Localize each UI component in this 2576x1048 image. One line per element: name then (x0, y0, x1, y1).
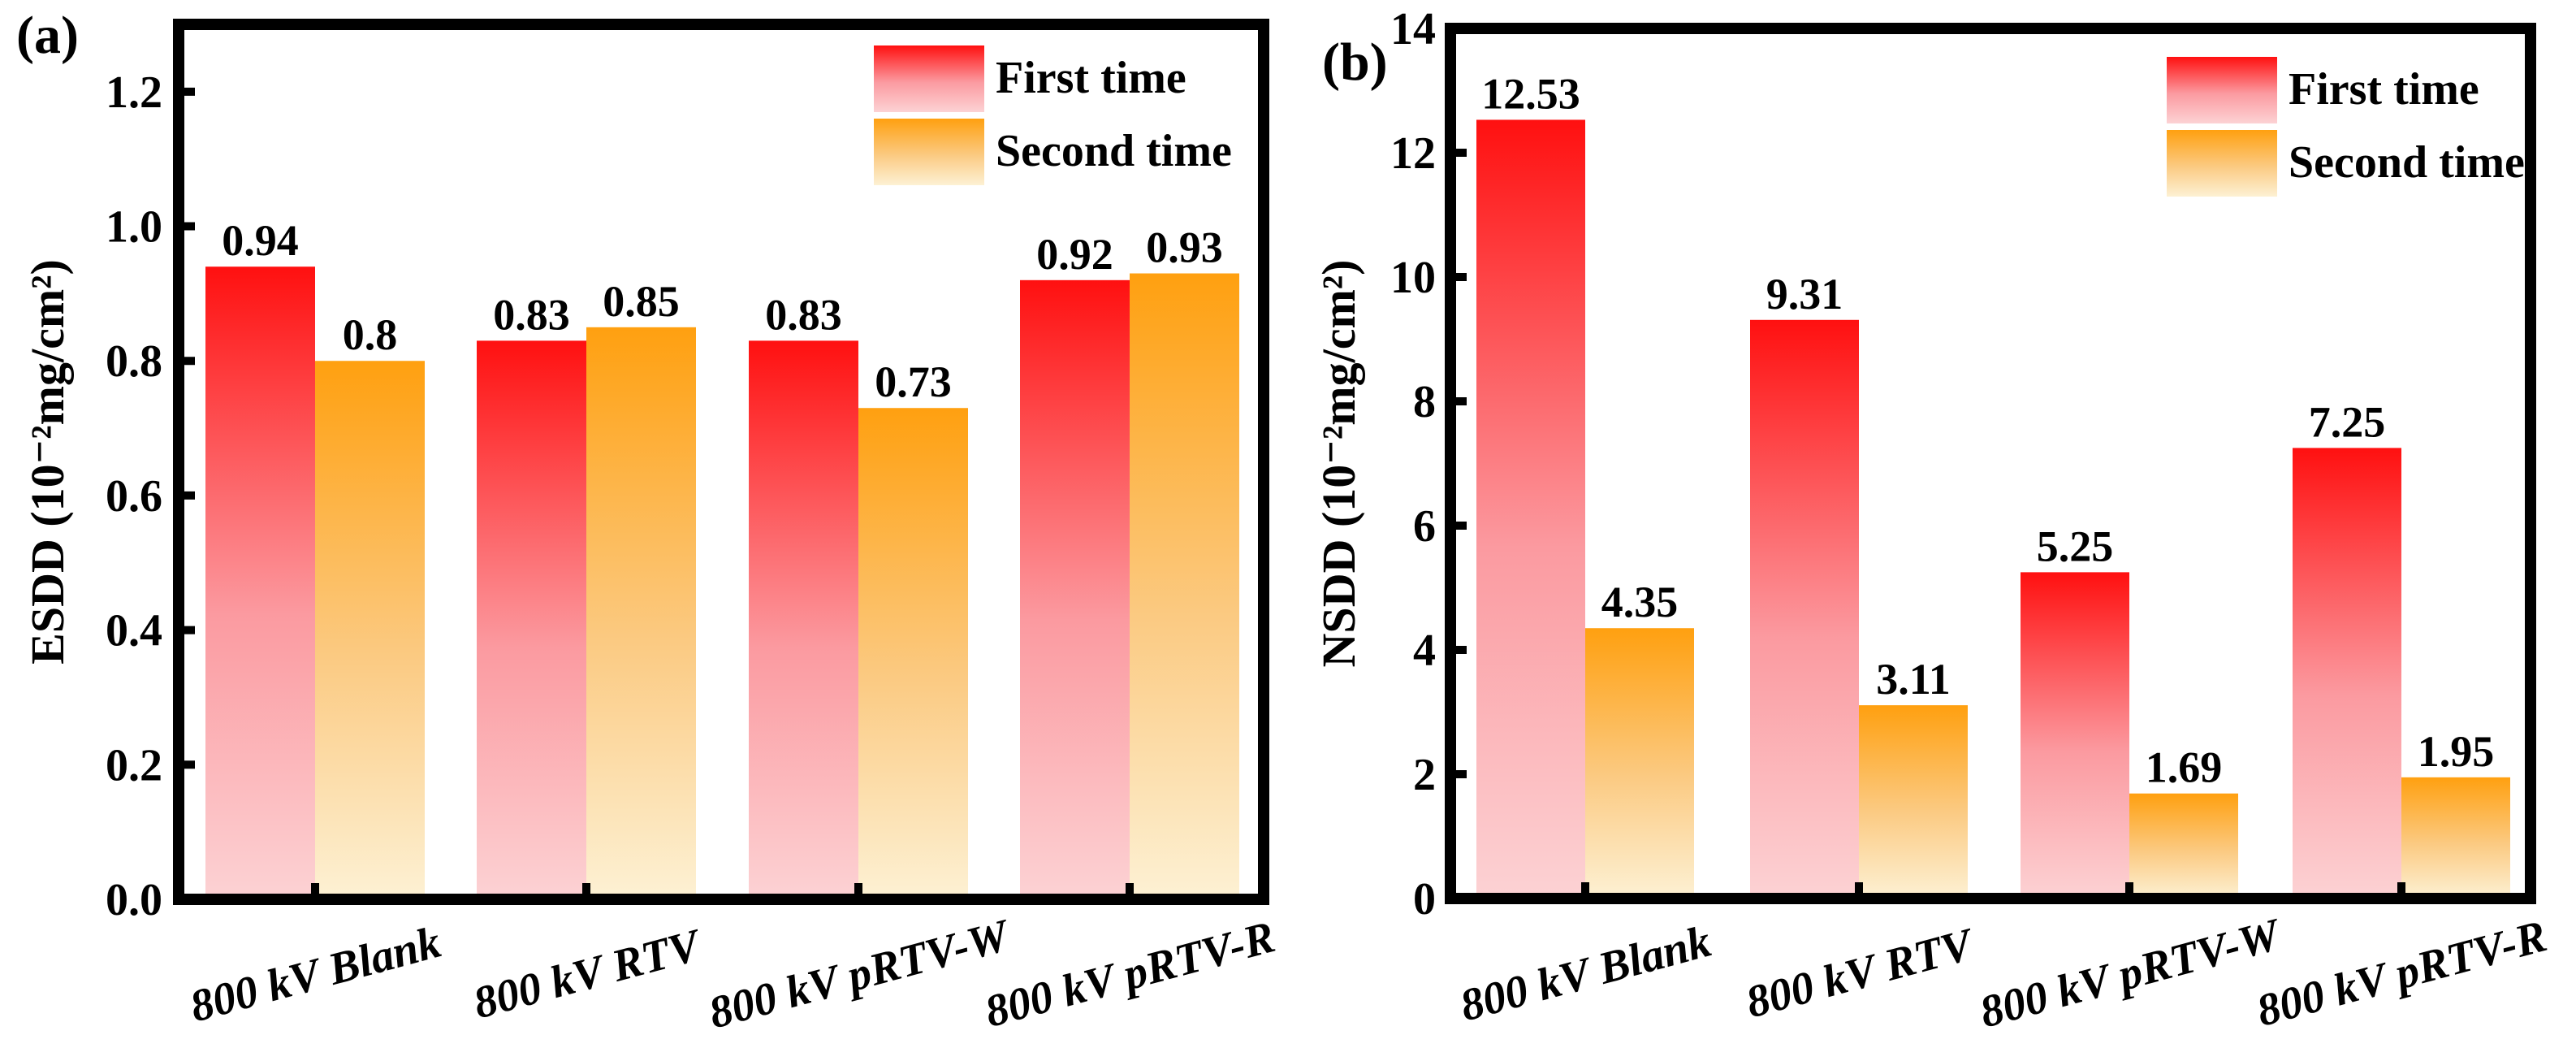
x-tick-label: 800 kV Blank (1455, 916, 1717, 1032)
y-tick-label: 1.2 (106, 67, 162, 118)
data-label: 0.92 (1036, 230, 1113, 279)
x-tick-label: 800 kV pRTV-W (703, 910, 1017, 1039)
y-tick-label: 0.0 (106, 875, 162, 925)
y-tick-label: 4 (1413, 626, 1436, 676)
panel-label: (b) (1322, 32, 1388, 92)
data-label: 9.31 (1766, 270, 1843, 318)
data-label: 0.83 (493, 290, 570, 339)
legend-label: Second time (996, 126, 1232, 176)
data-label: 3.11 (1876, 655, 1951, 704)
y-tick-label: 0 (1413, 874, 1436, 925)
y-tick-label: 0.6 (106, 471, 162, 522)
bar-second-0 (315, 361, 425, 899)
y-tick-label: 10 (1390, 253, 1436, 303)
bar-first-3 (2293, 448, 2401, 899)
x-tick-label: 800 kV pRTV-W (1974, 909, 2288, 1038)
bar-first-0 (1476, 119, 1585, 899)
axes-frame (173, 19, 1269, 905)
data-label: 12.53 (1481, 69, 1580, 118)
data-label: 4.35 (1601, 578, 1679, 626)
data-label: 1.69 (2146, 743, 2223, 792)
legend-swatch-second (2167, 130, 2277, 197)
y-tick-label: 0.8 (106, 336, 162, 387)
y-axis-title: NSDD (10⁻²mg/cm²) (1312, 260, 1365, 668)
data-label: 0.94 (222, 216, 299, 265)
data-label: 0.73 (875, 357, 952, 406)
x-tick-label: 800 kV pRTV-R (979, 912, 1280, 1037)
bar-first-0 (205, 266, 315, 899)
bar-first-3 (1020, 279, 1130, 899)
y-tick-label: 1.0 (106, 202, 162, 253)
panel-label: (a) (16, 6, 79, 65)
bar-second-2 (858, 408, 968, 899)
data-label: 0.83 (765, 290, 842, 339)
chart-panel-a: 0.94 0.83 0.83 0.92 0.8 0.85 0.73 0.93 0.0 0.2 0.4… (16, 6, 1280, 1039)
data-label: 1.95 (2418, 727, 2495, 776)
legend-label: First time (996, 53, 1186, 103)
legend: First time Second time (2167, 57, 2525, 197)
bar-first-2 (2021, 572, 2129, 899)
x-tick-label: 800 kV RTV (1741, 919, 1982, 1029)
chart-panel-b: 12.53 9.31 5.25 7.25 4.35 3.11 1.69 1.95 0 2 4 6 8 10… (1312, 4, 2552, 1038)
y-tick-label: 8 (1413, 377, 1436, 427)
data-label: 5.25 (2037, 522, 2114, 570)
bar-second-1 (1859, 705, 1968, 899)
bar-second-2 (2129, 793, 2238, 899)
y-tick-label: 0.2 (106, 740, 162, 790)
bar-second-3 (2401, 777, 2510, 899)
y-tick-label: 6 (1413, 501, 1436, 552)
legend-swatch-first (2167, 57, 2277, 123)
x-tick-label: 800 kV RTV (469, 920, 709, 1029)
data-label: 7.25 (2309, 397, 2386, 446)
y-tick-label: 12 (1390, 128, 1436, 179)
data-label: 0.85 (603, 277, 680, 326)
bar-second-3 (1130, 273, 1239, 899)
legend-label: First time (2289, 64, 2479, 115)
y-tick-label: 14 (1390, 4, 1436, 54)
bar-second-1 (586, 327, 696, 899)
bar-second-0 (1585, 628, 1694, 899)
data-label: 0.8 (343, 310, 398, 359)
x-tick-label: 800 kV pRTV-R (2251, 911, 2552, 1037)
legend: First time Second time (874, 45, 1232, 185)
x-tick-label: 800 kV Blank (185, 917, 447, 1033)
y-tick-label: 0.4 (106, 606, 162, 656)
axes-frame (1445, 23, 2536, 904)
bar-first-1 (477, 340, 586, 899)
bar-first-1 (1750, 319, 1859, 899)
y-axis-title: ESDD (10⁻²mg/cm²) (21, 259, 74, 665)
legend-label: Second time (2289, 137, 2525, 188)
data-label: 0.93 (1146, 223, 1223, 272)
legend-swatch-second (874, 119, 984, 185)
y-tick-label: 2 (1413, 750, 1436, 800)
legend-swatch-first (874, 45, 984, 112)
bar-first-2 (749, 340, 858, 899)
